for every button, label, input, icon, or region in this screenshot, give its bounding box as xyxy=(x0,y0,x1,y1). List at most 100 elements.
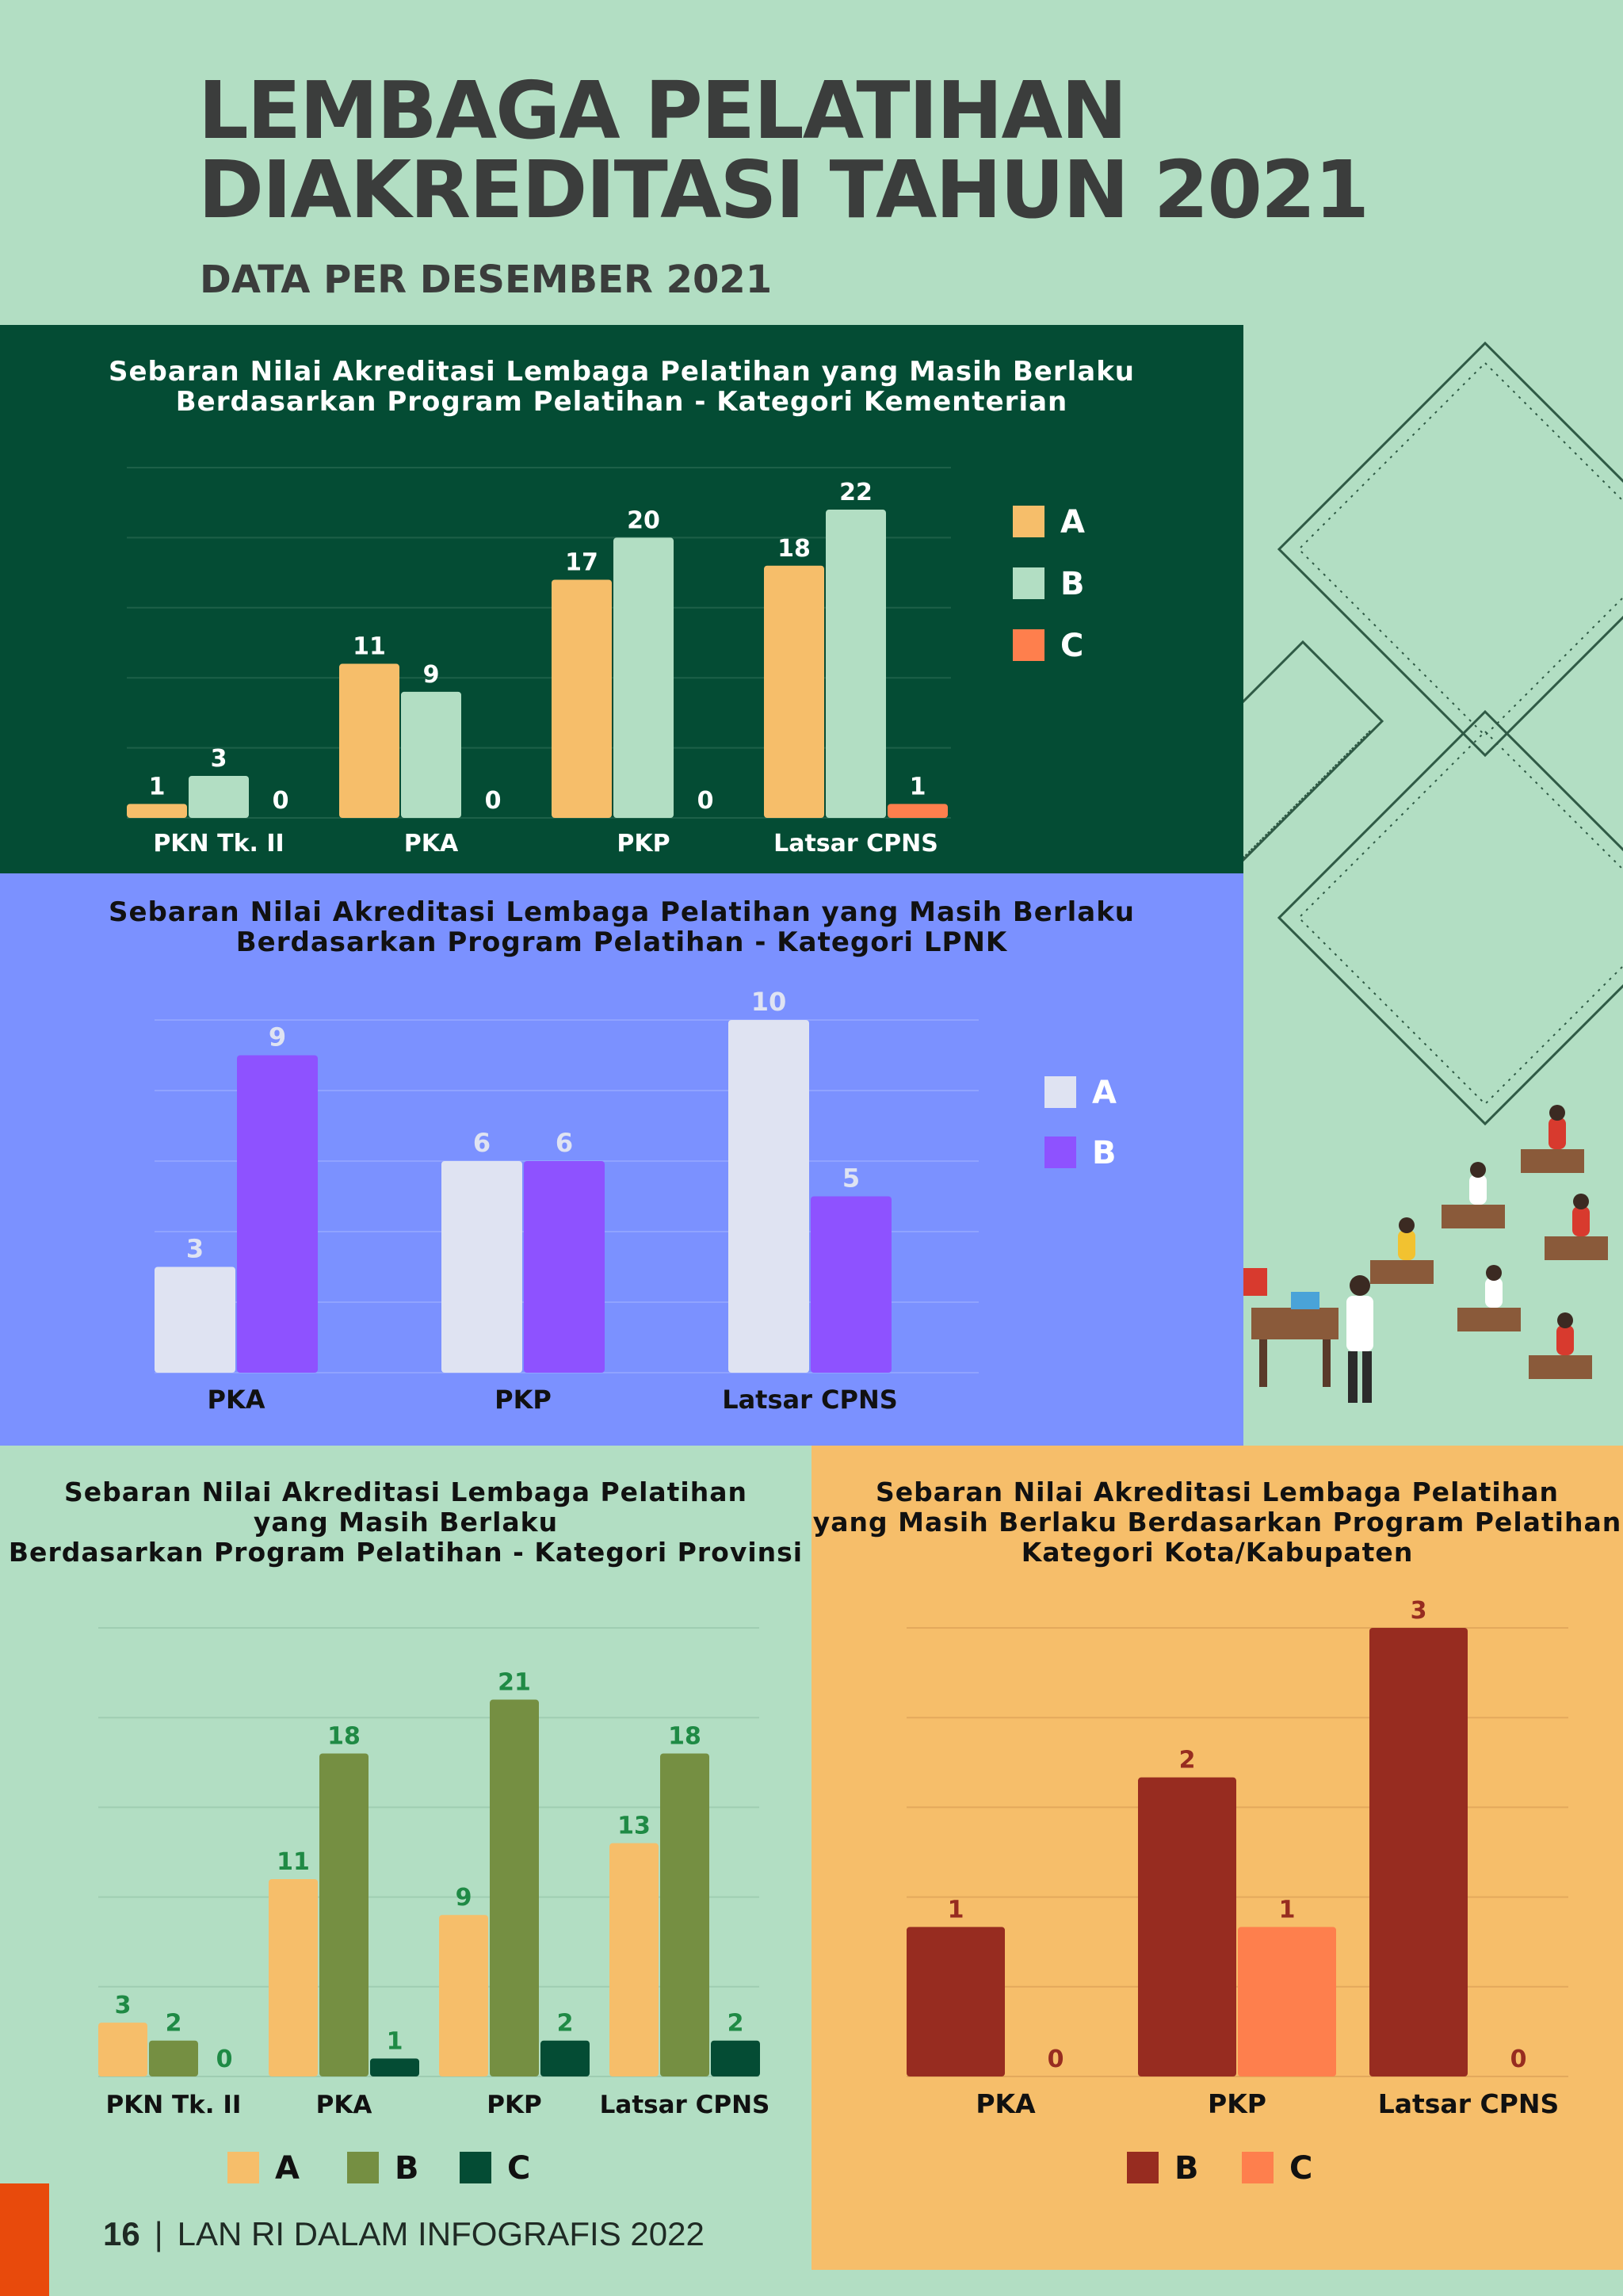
decorative-diamonds xyxy=(1243,341,1623,1126)
bar-PKN Tk. II-A xyxy=(127,804,187,818)
bar-PKP-B xyxy=(524,1161,605,1373)
data-label: 0 xyxy=(1048,2046,1064,2073)
legend-label-A: A xyxy=(1060,504,1085,541)
data-label: 6 xyxy=(556,1128,573,1158)
data-label: 11 xyxy=(353,633,386,661)
title-line-1: LEMBAGA PELATIHAN xyxy=(198,64,1128,157)
data-label: 11 xyxy=(277,1848,310,1876)
legend-label-C: C xyxy=(1289,2150,1312,2187)
category-label: Latsar CPNS xyxy=(600,2091,770,2119)
page-subtitle: DATA PER DESEMBER 2021 xyxy=(200,258,773,302)
legend-label-C: C xyxy=(507,2150,530,2187)
chart-panel-lpnk: Sebaran Nilai Akreditasi Lembaga Pelatih… xyxy=(0,873,1243,1446)
data-label: 0 xyxy=(1510,2046,1527,2073)
legend-label-A: A xyxy=(1092,1075,1117,1111)
bar-Latsar CPNS-B xyxy=(1369,1628,1468,2076)
teacher xyxy=(1346,1275,1373,1403)
desk-2 xyxy=(1442,1162,1505,1228)
bar-Latsar CPNS-A xyxy=(764,565,824,818)
bar-PKA-B xyxy=(401,691,461,818)
chart-svg: 3 9 PKA 6 6 PKP 10 5 Latsar CPNS AB xyxy=(155,987,1117,1415)
bar-PKA-A xyxy=(155,1266,235,1373)
legend-swatch-B xyxy=(1013,567,1044,599)
chart-panel-kota: Sebaran Nilai Akreditasi Lembaga Pelatih… xyxy=(812,1446,1623,2270)
category-label: Latsar CPNS xyxy=(1378,2088,1560,2119)
bar-Latsar CPNS-B xyxy=(811,1196,892,1373)
chart-title-line: Berdasarkan Program Pelatihan - Kategori… xyxy=(8,1537,804,1568)
chart-panel-kementerian: Sebaran Nilai Akreditasi Lembaga Pelatih… xyxy=(0,325,1243,873)
legend-swatch-A xyxy=(227,2152,259,2183)
category-label: PKP xyxy=(617,830,670,858)
data-label: 2 xyxy=(1179,1747,1196,1775)
data-label: 1 xyxy=(1279,1896,1296,1924)
category-label: PKA xyxy=(207,1385,265,1415)
data-label: 2 xyxy=(727,2010,744,2038)
data-label: 0 xyxy=(485,787,502,815)
data-label: 3 xyxy=(211,745,227,773)
data-label: 10 xyxy=(751,987,787,1017)
data-label: 5 xyxy=(842,1163,860,1194)
bar-PKA-B xyxy=(907,1927,1005,2076)
data-label: 17 xyxy=(565,548,598,576)
data-label: 6 xyxy=(473,1128,491,1158)
legend-label-B: B xyxy=(1174,2150,1199,2187)
legend-swatch-A xyxy=(1044,1076,1076,1108)
legend-label-B: B xyxy=(1060,566,1085,602)
legend-label-B: B xyxy=(1092,1135,1117,1171)
bar-PKA-A xyxy=(339,663,399,818)
data-label: 2 xyxy=(557,2010,574,2038)
data-label: 21 xyxy=(498,1669,531,1697)
category-label: PKP xyxy=(495,1385,552,1415)
bar-PKP-A xyxy=(441,1161,522,1373)
bar-PKP-A xyxy=(552,579,612,818)
data-label: 0 xyxy=(216,2046,233,2073)
chart-svg: 3 2 0 PKN Tk. II 11 18 1 PKA 9 21 2 PKP 13 18 2 Latsar … xyxy=(98,1627,770,2187)
teacher-desk xyxy=(1251,1292,1338,1387)
data-label: 18 xyxy=(668,1722,701,1750)
footer: 16 | LAN RI DALAM INFOGRAFIS 2022 xyxy=(103,2215,705,2253)
desk-3 xyxy=(1545,1194,1608,1260)
legend-swatch-B xyxy=(1127,2152,1159,2183)
data-label: 20 xyxy=(627,506,660,534)
chart-title-line: Sebaran Nilai Akreditasi Lembaga Pelatih… xyxy=(876,1477,1559,1507)
chart-title: Sebaran Nilai Akreditasi Lembaga Pelatih… xyxy=(0,1477,812,1568)
chart-title-line: Sebaran Nilai Akreditasi Lembaga Pelatih… xyxy=(108,896,1136,928)
page-number: 16 xyxy=(103,2215,140,2252)
bar-Latsar CPNS-C xyxy=(888,804,948,818)
bar-PKN Tk. II-B xyxy=(189,775,249,818)
data-label: 18 xyxy=(777,535,811,563)
category-label: PKN Tk. II xyxy=(106,2091,242,2119)
data-label: 3 xyxy=(115,1992,132,2019)
data-label: 18 xyxy=(327,1722,361,1750)
chart-title: Sebaran Nilai Akreditasi Lembaga Pelatih… xyxy=(812,1477,1623,1568)
data-label: 1 xyxy=(948,1896,964,1924)
desk-5 xyxy=(1457,1265,1521,1331)
legend-swatch-C xyxy=(1242,2152,1274,2183)
data-label: 1 xyxy=(149,773,166,800)
desk-1 xyxy=(1521,1105,1584,1173)
data-label: 3 xyxy=(1411,1597,1427,1625)
chart-title-line: yang Masih Berlaku xyxy=(253,1507,559,1538)
bar-Latsar CPNS-B xyxy=(660,1753,709,2076)
bar-Latsar CPNS-C xyxy=(711,2040,760,2076)
bar-PKA-A xyxy=(269,1878,318,2076)
bar-PKP-C xyxy=(1238,1927,1336,2076)
category-label: PKN Tk. II xyxy=(153,830,284,858)
data-label: 22 xyxy=(839,479,873,506)
category-label: PKA xyxy=(976,2088,1036,2119)
legend-swatch-C xyxy=(1013,629,1044,661)
desk-4 xyxy=(1370,1217,1434,1284)
data-label: 0 xyxy=(273,787,289,815)
data-label: 0 xyxy=(697,787,714,815)
chart-title-line: Sebaran Nilai Akreditasi Lembaga Pelatih… xyxy=(64,1477,747,1507)
classroom-illustration xyxy=(1243,1105,1608,1403)
bar-PKA-C xyxy=(370,2058,419,2076)
bar-PKA-B xyxy=(237,1055,318,1373)
chart-panel-provinsi: Sebaran Nilai Akreditasi Lembaga Pelatih… xyxy=(0,1446,812,2296)
data-label: 3 xyxy=(186,1234,204,1264)
legend-label-A: A xyxy=(275,2150,300,2187)
bar-PKA-B xyxy=(319,1753,369,2076)
data-label: 13 xyxy=(617,1813,651,1840)
bar-Latsar CPNS-A xyxy=(728,1020,809,1373)
desk-6 xyxy=(1529,1312,1592,1379)
